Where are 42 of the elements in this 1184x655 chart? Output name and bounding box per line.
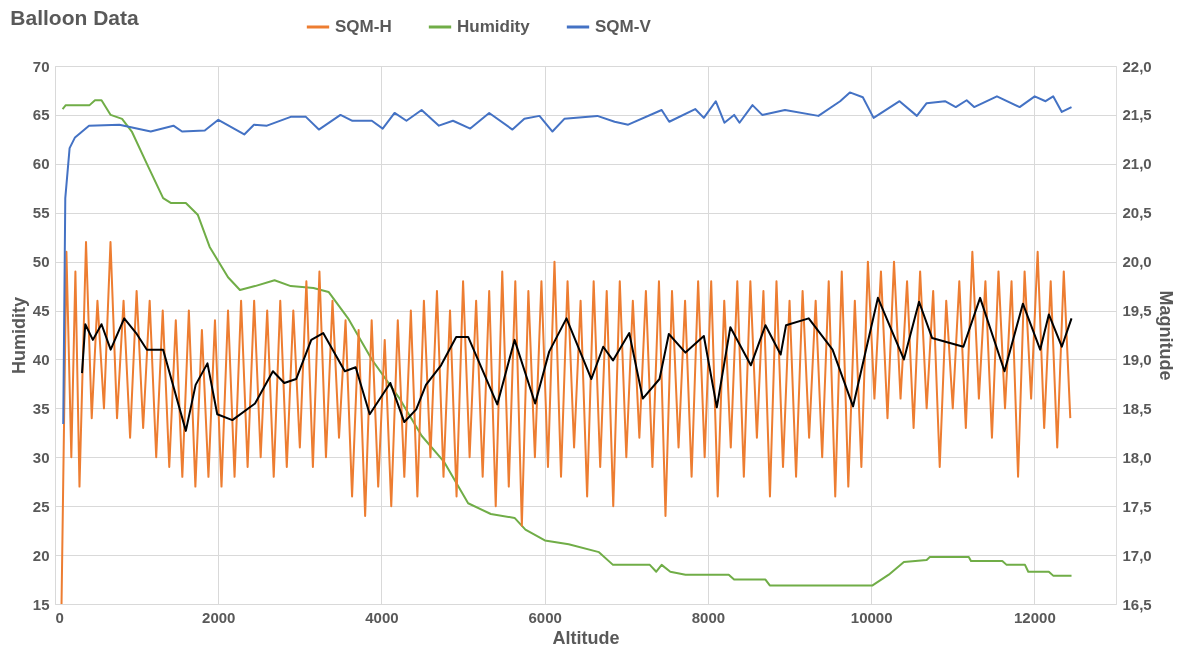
y2-tick-label: 21,5 [1122, 106, 1152, 124]
y2-tick-label: 22,0 [1122, 57, 1152, 75]
y2-tick-label: 17,0 [1122, 546, 1152, 564]
y2-tick-label: 19,0 [1122, 350, 1152, 368]
y2-axis-title: Magnitude [1155, 290, 1176, 381]
y2-tick-label: 19,5 [1122, 302, 1152, 320]
y-tick-label: 60 [32, 155, 50, 173]
y-tick-label: 40 [32, 350, 50, 368]
legend-label: SQM-V [595, 17, 652, 36]
y-tick-label: 25 [32, 497, 50, 515]
y2-tick-label: 18,0 [1122, 448, 1152, 466]
y-tick-label: 20 [32, 546, 50, 564]
x-tick-label: 12000 [1014, 608, 1056, 626]
y2-tick-label: 20,5 [1122, 204, 1152, 222]
y-tick-label: 55 [32, 204, 50, 222]
y2-tick-label: 21,0 [1122, 155, 1152, 173]
x-tick-label: 2000 [202, 608, 236, 626]
x-tick-label: 4000 [365, 608, 399, 626]
x-axis-title: Altitude [552, 627, 620, 648]
y-tick-label: 50 [32, 253, 50, 271]
y-tick-label: 65 [32, 106, 50, 124]
line-series [60, 241, 1072, 605]
y-tick-label: 15 [32, 595, 50, 613]
line-series [61, 99, 1073, 587]
y-tick-label: 45 [32, 302, 50, 320]
x-tick-label: 6000 [528, 608, 562, 626]
y2-tick-label: 17,5 [1122, 497, 1152, 515]
chart-title: Balloon Data [10, 6, 139, 29]
x-tick-label: 0 [55, 608, 64, 626]
y-tick-label: 70 [32, 57, 50, 75]
legend-label: SQM-H [335, 17, 392, 36]
y-tick-label: 35 [32, 399, 50, 417]
legend-label: Humidity [457, 17, 531, 36]
y-axis-title: Humidity [8, 296, 29, 375]
y2-tick-label: 18,5 [1122, 399, 1152, 417]
x-tick-label: 8000 [691, 608, 726, 626]
y2-tick-label: 16,5 [1122, 595, 1152, 613]
line-series [81, 296, 1073, 432]
x-tick-label: 10000 [850, 608, 893, 626]
line-series [62, 91, 1073, 426]
y-tick-label: 30 [32, 448, 50, 466]
y2-tick-label: 20,0 [1122, 253, 1152, 271]
